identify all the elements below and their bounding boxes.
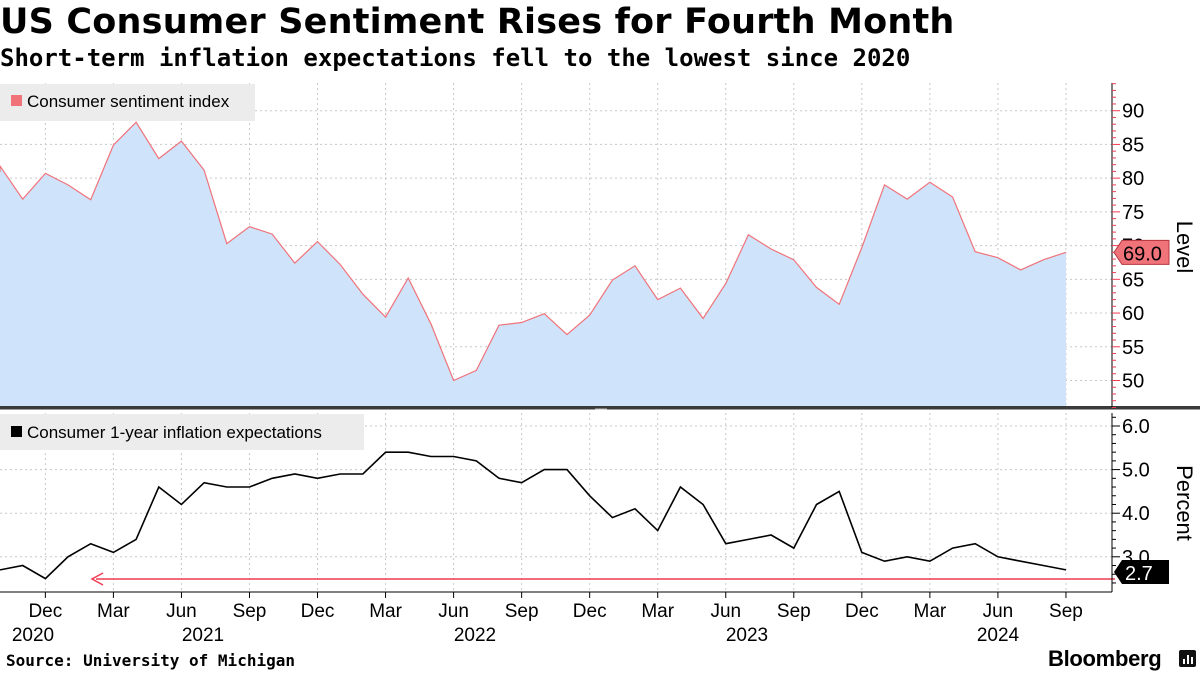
x-year-label: 2021 <box>182 625 224 646</box>
x-tick-label: Dec <box>573 601 607 622</box>
legend-top-swatch <box>11 95 22 106</box>
x-year-label: 2020 <box>12 625 54 646</box>
legend-bottom: Consumer 1-year inflation expectations <box>0 414 364 450</box>
legend-bottom-label: Consumer 1-year inflation expectations <box>27 423 322 442</box>
x-tick-label: Dec <box>301 601 335 622</box>
x-tick-label: Jun <box>438 601 469 622</box>
legend-top-background <box>0 84 255 121</box>
x-tick-label: Mar <box>369 601 402 622</box>
inflation-line <box>0 451 1067 580</box>
last-value-badge-top <box>1113 239 1170 265</box>
x-tick-label: Mar <box>914 601 947 622</box>
x-tick-label: Sep <box>233 601 267 622</box>
x-tick-label: Jun <box>710 601 741 622</box>
y-tick-label-bottom: 6.0 <box>1122 416 1150 438</box>
x-year-label: 2023 <box>726 625 768 646</box>
x-tick-label: Sep <box>777 601 811 622</box>
x-tick-label: Sep <box>1049 601 1083 622</box>
legend-top-label: Consumer sentiment index <box>27 92 230 111</box>
y-tick-label-top: 65 <box>1122 269 1144 291</box>
y-axis-title-top: Level <box>1172 221 1197 274</box>
chart-title: US Consumer Sentiment Rises for Fourth M… <box>0 2 955 42</box>
brand-logo: Bloomberg <box>1048 646 1162 671</box>
chart-subtitle: Short-term inflation expectations fell t… <box>0 44 911 72</box>
x-year-label: 2024 <box>977 625 1020 646</box>
x-year-label: 2022 <box>454 625 496 646</box>
last-value-badge-bottom <box>1114 560 1169 584</box>
last-value-label-top: 69.0 <box>1123 243 1162 265</box>
panel-separator <box>0 406 1200 410</box>
y-tick-label-top: 75 <box>1122 202 1144 224</box>
legend-bottom-swatch <box>11 426 22 437</box>
legend-top: Consumer sentiment index <box>0 84 255 121</box>
x-tick-label: Mar <box>97 601 130 622</box>
sentiment-area <box>0 122 1066 407</box>
y-tick-label-top: 90 <box>1122 101 1144 123</box>
annotation-arrowhead <box>90 572 104 586</box>
y-tick-label-top: 85 <box>1122 134 1144 156</box>
y-tick-label-bottom: 5.0 <box>1122 460 1150 482</box>
sentiment-line <box>0 121 1067 382</box>
x-tick-label: Dec <box>845 601 879 622</box>
y-tick-label-top: 80 <box>1122 168 1144 190</box>
x-tick-label: Mar <box>641 601 674 622</box>
y-tick-label-top: 60 <box>1122 303 1144 325</box>
legend-layer: Consumer sentiment index Consumer 1-year … <box>0 84 364 450</box>
source-note: Source: University of Michigan <box>6 651 295 670</box>
series-layer <box>0 121 1115 586</box>
axis-layer: 5055606570758085906.05.04.03.0LevelPerce… <box>0 83 1200 646</box>
bloomberg-badge-icon <box>1179 650 1196 667</box>
x-tick-label: Sep <box>505 601 539 622</box>
x-tick-label: Dec <box>28 601 62 622</box>
y-tick-label-bottom: 4.0 <box>1122 503 1150 525</box>
last-value-label-bottom: 2.7 <box>1125 563 1153 585</box>
y-axis-title-bottom: Percent <box>1172 465 1197 541</box>
x-tick-label: Jun <box>166 601 197 622</box>
y-tick-label-top: 50 <box>1122 371 1144 393</box>
x-tick-label: Jun <box>983 601 1014 622</box>
y-tick-label-top: 55 <box>1122 337 1144 359</box>
legend-bottom-background <box>0 414 364 450</box>
